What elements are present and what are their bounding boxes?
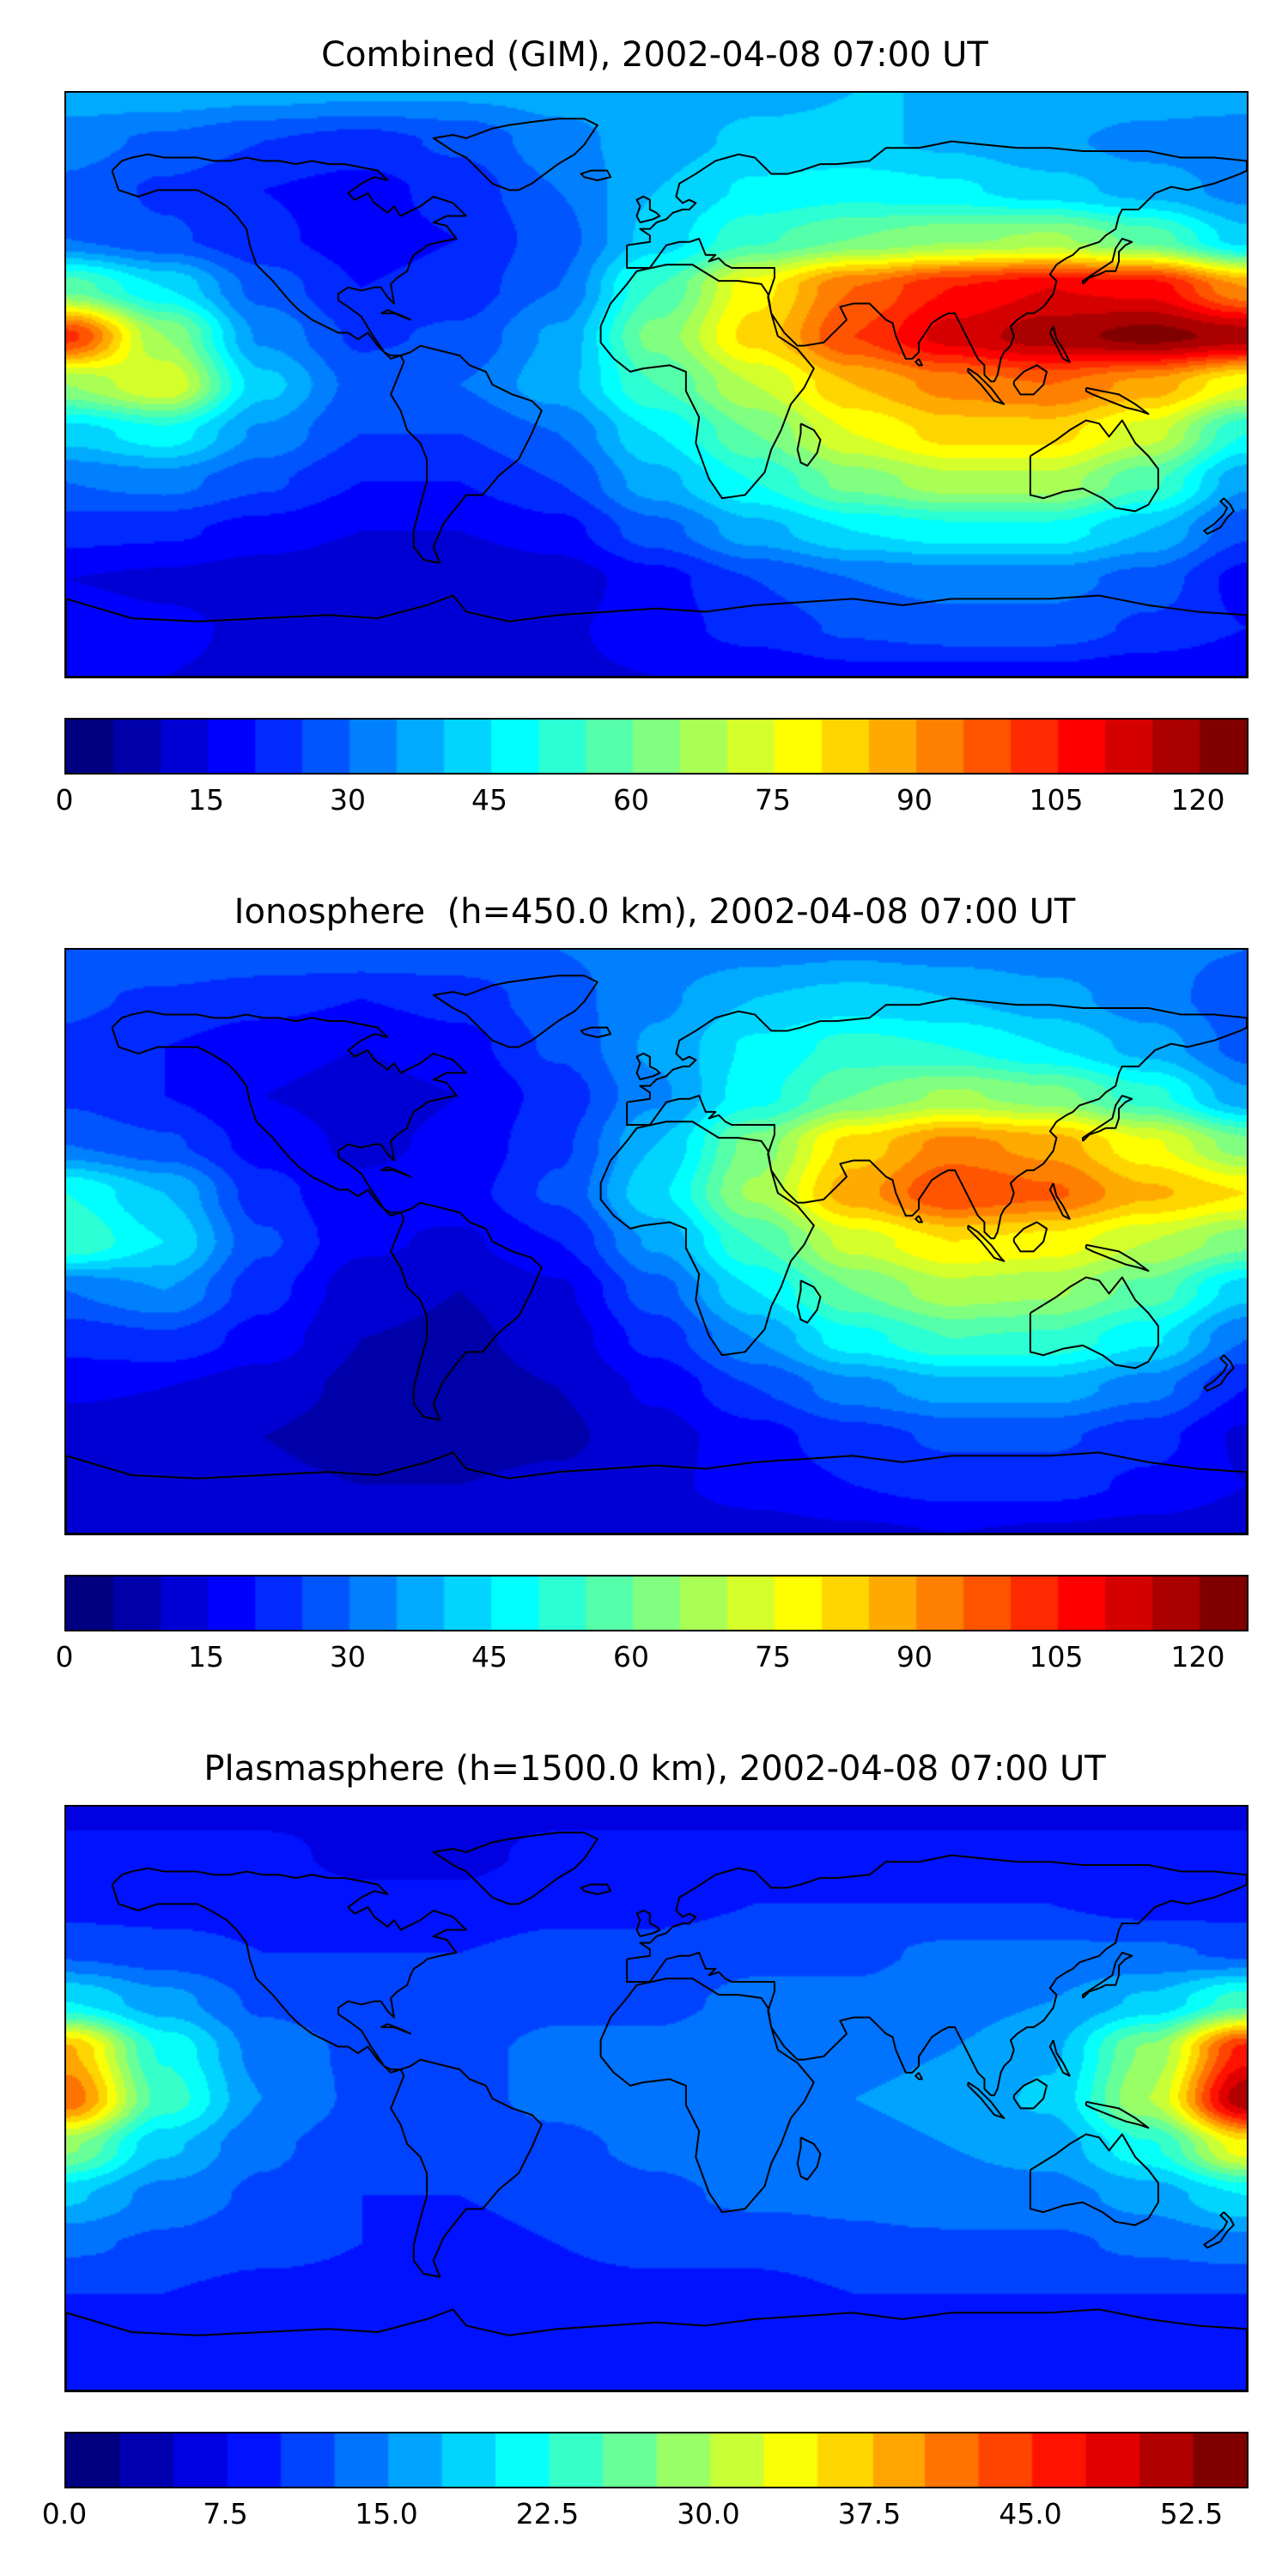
colorbar-tick-label: 60: [613, 783, 649, 817]
heatmap-canvas-plasmasphere: [66, 1807, 1247, 2391]
map-plasmasphere: [64, 1805, 1249, 2392]
colorbar-tick-label: 37.5: [837, 2497, 902, 2530]
colorbar-tick-label: 15: [188, 1640, 224, 1674]
colorbar-tick-label: 105: [1029, 1640, 1084, 1674]
colorbar-tick-label: 30: [330, 1640, 366, 1674]
colorbar-tick-label: 90: [896, 1640, 933, 1674]
colorbar-tick-label: 15.0: [355, 2497, 418, 2530]
colorbar-tick-label: 30: [330, 783, 366, 817]
coastlines-overlay: [66, 950, 1247, 1534]
map-combined-gim: [64, 91, 1249, 678]
colorbar-tick-label: 45: [471, 783, 507, 817]
colorbar-tick-label: 45.0: [999, 2497, 1062, 2530]
colorbar-tick-label: 7.5: [203, 2497, 248, 2530]
colorbar-combined: [64, 718, 1249, 775]
colorbar-tick-label: 0: [55, 1640, 74, 1674]
panel-ionosphere: Ionosphere (h=450.0 km), 2002-04-08 07:0…: [56, 891, 1249, 1683]
colorbar-ticks-plasmasphere: 0.0 7.5 15.0 22.5 30.0 37.5 45.0 52.5: [42, 2497, 1245, 2540]
coastline-path: [66, 1832, 1247, 2391]
map-ionosphere: [64, 948, 1249, 1535]
heatmap-canvas-ionosphere: [66, 950, 1247, 1534]
colorbar-ionosphere: [64, 1575, 1249, 1631]
colorbar-canvas: [66, 2433, 1247, 2487]
colorbar-ticks-ionosphere: 0 15 30 45 60 75 90 105 120: [56, 1640, 1245, 1683]
colorbar-plasmasphere: [64, 2432, 1249, 2488]
colorbar-tick-label: 45: [471, 1640, 507, 1674]
colorbar-tick-label: 60: [613, 1640, 649, 1674]
colorbar-tick-label: 22.5: [515, 2497, 580, 2530]
panel-plasmasphere: Plasmasphere (h=1500.0 km), 2002-04-08 0…: [42, 1748, 1249, 2540]
colorbar-tick-label: 105: [1029, 783, 1084, 817]
colorbar-tick-label: 75: [755, 783, 791, 817]
panel-title-plasmasphere: Plasmasphere (h=1500.0 km), 2002-04-08 0…: [204, 1749, 1106, 1789]
panel-title-ionosphere: Ionosphere (h=450.0 km), 2002-04-08 07:0…: [234, 892, 1076, 932]
panel-combined-gim: Combined (GIM), 2002-04-08 07:00 UT 0 15 3…: [56, 0, 1249, 826]
colorbar-canvas: [66, 720, 1247, 773]
colorbar-tick-label: 30.0: [677, 2497, 740, 2530]
colorbar-tick-label: 0: [55, 783, 74, 817]
heatmap-canvas-combined: [66, 93, 1247, 677]
colorbar-tick-label: 120: [1170, 783, 1225, 817]
coastline-path: [66, 118, 1247, 677]
colorbar-tick-label: 0.0: [41, 2497, 88, 2530]
coastlines-overlay: [66, 93, 1247, 677]
panel-title-combined: Combined (GIM), 2002-04-08 07:00 UT: [321, 35, 988, 75]
colorbar-tick-label: 15: [188, 783, 224, 817]
colorbar-tick-label: 52.5: [1159, 2497, 1224, 2530]
colorbar-tick-label: 120: [1170, 1640, 1225, 1674]
colorbar-tick-label: 75: [755, 1640, 791, 1674]
coastlines-overlay: [66, 1807, 1247, 2391]
coastline-path: [66, 975, 1247, 1534]
colorbar-canvas: [66, 1577, 1247, 1630]
colorbar-tick-label: 90: [896, 783, 933, 817]
colorbar-ticks-combined: 0 15 30 45 60 75 90 105 120: [56, 783, 1245, 826]
